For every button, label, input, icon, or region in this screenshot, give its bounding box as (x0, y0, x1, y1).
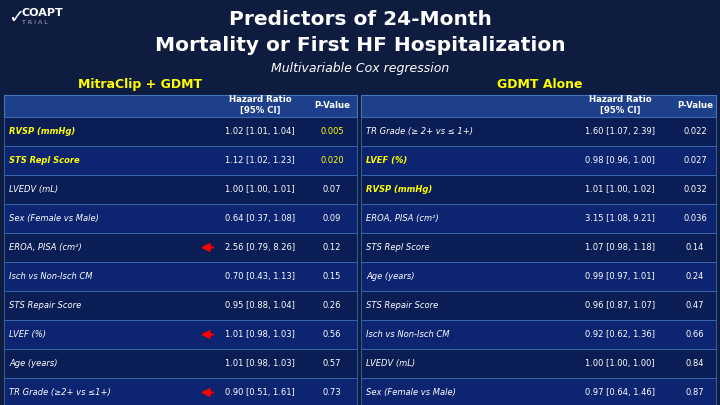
Text: Hazard Ratio
[95% CI]: Hazard Ratio [95% CI] (229, 95, 292, 115)
Text: 1.00 [1.00, 1.00]: 1.00 [1.00, 1.00] (585, 359, 654, 368)
Text: 0.73: 0.73 (323, 388, 341, 397)
Text: Sex (Female vs Male): Sex (Female vs Male) (366, 388, 456, 397)
Text: 0.70 [0.43, 1.13]: 0.70 [0.43, 1.13] (225, 272, 295, 281)
Text: Age (years): Age (years) (9, 359, 58, 368)
Bar (361, 349, 716, 378)
Text: Multivariable Cox regression: Multivariable Cox regression (271, 62, 449, 75)
Text: LVEDV (mL): LVEDV (mL) (9, 185, 58, 194)
Text: 0.07: 0.07 (323, 185, 341, 194)
Text: Predictors of 24-Month: Predictors of 24-Month (228, 10, 492, 29)
Bar (361, 378, 716, 405)
Text: STS Repl Score: STS Repl Score (366, 243, 430, 252)
Text: 0.56: 0.56 (323, 330, 341, 339)
Text: EROA, PISA (cm²): EROA, PISA (cm²) (9, 243, 82, 252)
Text: LVEF (%): LVEF (%) (366, 156, 408, 165)
Text: ✓: ✓ (8, 8, 24, 27)
Text: 0.027: 0.027 (683, 156, 707, 165)
Bar (361, 117, 716, 146)
Text: Sex (Female vs Male): Sex (Female vs Male) (9, 214, 99, 223)
Bar (361, 320, 716, 349)
Text: GDMT Alone: GDMT Alone (498, 78, 582, 91)
Text: STS Repair Score: STS Repair Score (366, 301, 438, 310)
Text: 0.87: 0.87 (685, 388, 704, 397)
Text: P-Value: P-Value (677, 102, 713, 111)
Text: 0.84: 0.84 (685, 359, 704, 368)
Text: 0.47: 0.47 (685, 301, 704, 310)
Text: Isch vs Non-Isch CM: Isch vs Non-Isch CM (366, 330, 449, 339)
Bar (361, 233, 716, 262)
Text: TR Grade (≥ 2+ vs ≤ 1+): TR Grade (≥ 2+ vs ≤ 1+) (366, 127, 473, 136)
Bar (361, 262, 716, 291)
Text: STS Repl Score: STS Repl Score (9, 156, 80, 165)
Text: 0.036: 0.036 (683, 214, 707, 223)
Text: 0.97 [0.64, 1.46]: 0.97 [0.64, 1.46] (585, 388, 655, 397)
Text: 1.01 [0.98, 1.03]: 1.01 [0.98, 1.03] (225, 330, 295, 339)
Bar (4, 117, 357, 146)
Bar (4, 146, 357, 175)
Text: 0.24: 0.24 (686, 272, 704, 281)
Bar (361, 175, 716, 204)
Text: 0.96 [0.87, 1.07]: 0.96 [0.87, 1.07] (585, 301, 655, 310)
Text: TR Grade (≥2+ vs ≤1+): TR Grade (≥2+ vs ≤1+) (9, 388, 111, 397)
Bar (4, 204, 357, 233)
Text: EROA, PISA (cm²): EROA, PISA (cm²) (366, 214, 438, 223)
Bar (4, 175, 357, 204)
Text: 1.00 [1.00, 1.01]: 1.00 [1.00, 1.01] (225, 185, 294, 194)
Text: 0.26: 0.26 (323, 301, 341, 310)
Bar (361, 146, 716, 175)
Text: 0.95 [0.88, 1.04]: 0.95 [0.88, 1.04] (225, 301, 295, 310)
Text: 0.92 [0.62, 1.36]: 0.92 [0.62, 1.36] (585, 330, 655, 339)
Text: 0.14: 0.14 (686, 243, 704, 252)
Text: MitraClip + GDMT: MitraClip + GDMT (78, 78, 202, 91)
Text: 1.60 [1.07, 2.39]: 1.60 [1.07, 2.39] (585, 127, 655, 136)
Bar (4, 233, 357, 262)
Text: 0.64 [0.37, 1.08]: 0.64 [0.37, 1.08] (225, 214, 295, 223)
Text: 1.01 [0.98, 1.03]: 1.01 [0.98, 1.03] (225, 359, 295, 368)
Text: Hazard Ratio
[95% CI]: Hazard Ratio [95% CI] (589, 95, 652, 115)
Text: Isch vs Non-Isch CM: Isch vs Non-Isch CM (9, 272, 92, 281)
Text: RVSP (mmHg): RVSP (mmHg) (9, 127, 76, 136)
Bar (361, 291, 716, 320)
Text: Age (years): Age (years) (366, 272, 415, 281)
Bar (361, 204, 716, 233)
Text: 0.12: 0.12 (323, 243, 341, 252)
Bar (4, 291, 357, 320)
Text: 0.99 [0.97, 1.01]: 0.99 [0.97, 1.01] (585, 272, 655, 281)
Text: 0.09: 0.09 (323, 214, 341, 223)
Text: LVEDV (mL): LVEDV (mL) (366, 359, 415, 368)
Text: 1.02 [1.01, 1.04]: 1.02 [1.01, 1.04] (225, 127, 294, 136)
Text: 0.15: 0.15 (323, 272, 341, 281)
Text: RVSP (mmHg): RVSP (mmHg) (366, 185, 432, 194)
Text: 0.90 [0.51, 1.61]: 0.90 [0.51, 1.61] (225, 388, 295, 397)
Text: 1.12 [1.02, 1.23]: 1.12 [1.02, 1.23] (225, 156, 295, 165)
Text: T R I A L: T R I A L (22, 20, 48, 25)
Bar (361, 95, 716, 117)
Text: 0.98 [0.96, 1.00]: 0.98 [0.96, 1.00] (585, 156, 655, 165)
Bar (4, 320, 357, 349)
Text: P-Value: P-Value (314, 102, 350, 111)
Text: 0.66: 0.66 (685, 330, 704, 339)
Text: 0.57: 0.57 (323, 359, 341, 368)
Bar (4, 349, 357, 378)
Bar (4, 262, 357, 291)
Text: 0.032: 0.032 (683, 185, 707, 194)
Bar (4, 378, 357, 405)
Text: 1.01 [1.00, 1.02]: 1.01 [1.00, 1.02] (585, 185, 654, 194)
Text: LVEF (%): LVEF (%) (9, 330, 46, 339)
Text: Mortality or First HF Hospitalization: Mortality or First HF Hospitalization (155, 36, 565, 55)
Text: 0.022: 0.022 (683, 127, 707, 136)
Text: 2.56 [0.79, 8.26]: 2.56 [0.79, 8.26] (225, 243, 295, 252)
Text: 0.005: 0.005 (320, 127, 344, 136)
Text: 1.07 [0.98, 1.18]: 1.07 [0.98, 1.18] (585, 243, 655, 252)
Text: COAPT: COAPT (22, 8, 64, 18)
Text: 0.020: 0.020 (320, 156, 344, 165)
Text: STS Repair Score: STS Repair Score (9, 301, 81, 310)
Bar (4, 95, 357, 117)
Text: 3.15 [1.08, 9.21]: 3.15 [1.08, 9.21] (585, 214, 655, 223)
